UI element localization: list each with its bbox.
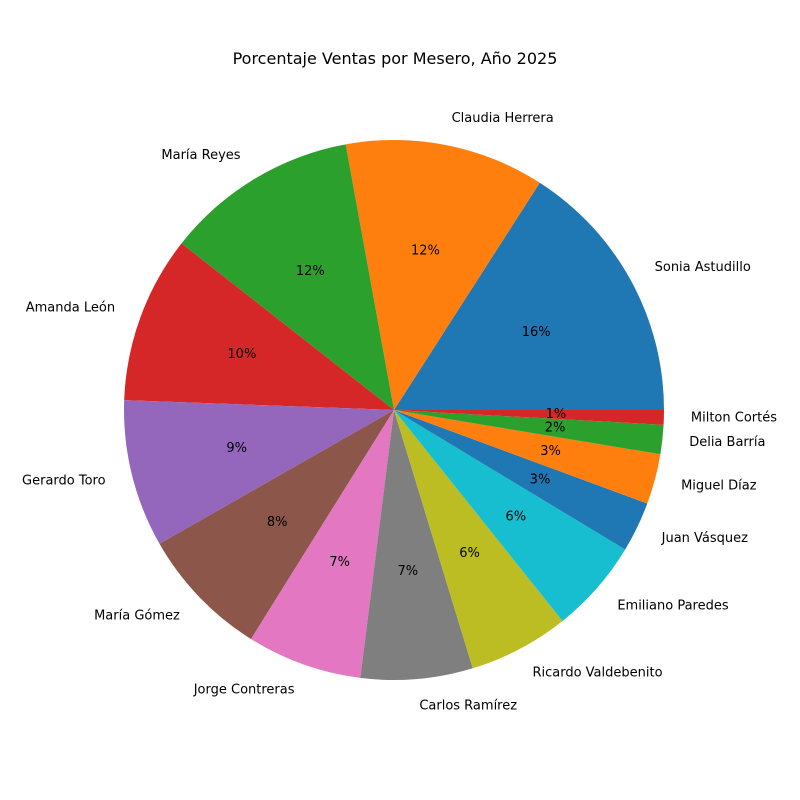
percentage-label-3: 10% — [227, 347, 256, 362]
pie-slice-1 — [345, 140, 540, 410]
pie-slice-9 — [394, 410, 626, 621]
slice-label-10: Juan Vásquez — [661, 531, 749, 546]
percentage-label-5: 8% — [267, 515, 288, 530]
pie-slice-2 — [181, 144, 394, 410]
percentage-label-4: 9% — [226, 441, 247, 456]
percentage-label-0: 16% — [522, 325, 551, 340]
percentage-label-13: 1% — [546, 407, 567, 422]
slice-labels: Sonia Astudillo Claudia Herrera María Reye… — [22, 111, 777, 713]
percentage-label-8: 6% — [459, 546, 480, 561]
pie-slice-10 — [394, 410, 648, 550]
slice-label-12: Delia Barría — [689, 435, 765, 450]
percentage-labels: 16% 12% 12% 10% 9% 8% 7% 7% 6% 6% 3% 3% 2%1% — [226, 244, 566, 579]
percentage-label-9: 6% — [505, 509, 526, 524]
pie-slice-3 — [124, 243, 394, 410]
slice-label-3: Amanda León — [26, 300, 115, 315]
pie-slice-0 — [394, 182, 664, 410]
pie-slice-11 — [394, 410, 661, 504]
percentage-label-6: 7% — [329, 555, 350, 570]
percentage-label-2: 12% — [296, 264, 325, 279]
slice-label-4: Gerardo Toro — [22, 473, 106, 488]
pie-slice-8 — [394, 410, 563, 669]
pie-slice-6 — [250, 410, 394, 678]
percentage-label-11: 3% — [540, 444, 561, 459]
slice-label-7: Carlos Ramírez — [419, 698, 517, 713]
slice-label-13: Milton Cortés — [691, 411, 777, 426]
slice-label-9: Emiliano Paredes — [617, 598, 729, 613]
percentage-label-12: 2% — [545, 420, 566, 435]
percentage-label-7: 7% — [398, 564, 419, 579]
pie-slice-7 — [360, 410, 473, 680]
pie-slice-4 — [124, 400, 394, 544]
slice-label-1: Claudia Herrera — [452, 111, 554, 126]
percentage-label-10: 3% — [530, 473, 551, 488]
pie-slice-5 — [159, 410, 394, 640]
slice-label-5: María Gómez — [94, 608, 180, 623]
slice-label-8: Ricardo Valdebenito — [532, 665, 662, 680]
slice-label-2: María Reyes — [161, 148, 240, 163]
chart-title: Porcentaje Ventas por Mesero, Año 2025 — [233, 49, 558, 68]
pie-slice-12 — [394, 410, 664, 455]
slice-label-0: Sonia Astudillo — [655, 260, 751, 275]
slice-label-6: Jorge Contreras — [193, 682, 295, 697]
percentage-label-1: 12% — [411, 244, 440, 259]
pie-slices — [124, 140, 664, 680]
slice-label-11: Miguel Díaz — [681, 479, 757, 494]
pie-slice-13 — [394, 410, 664, 425]
